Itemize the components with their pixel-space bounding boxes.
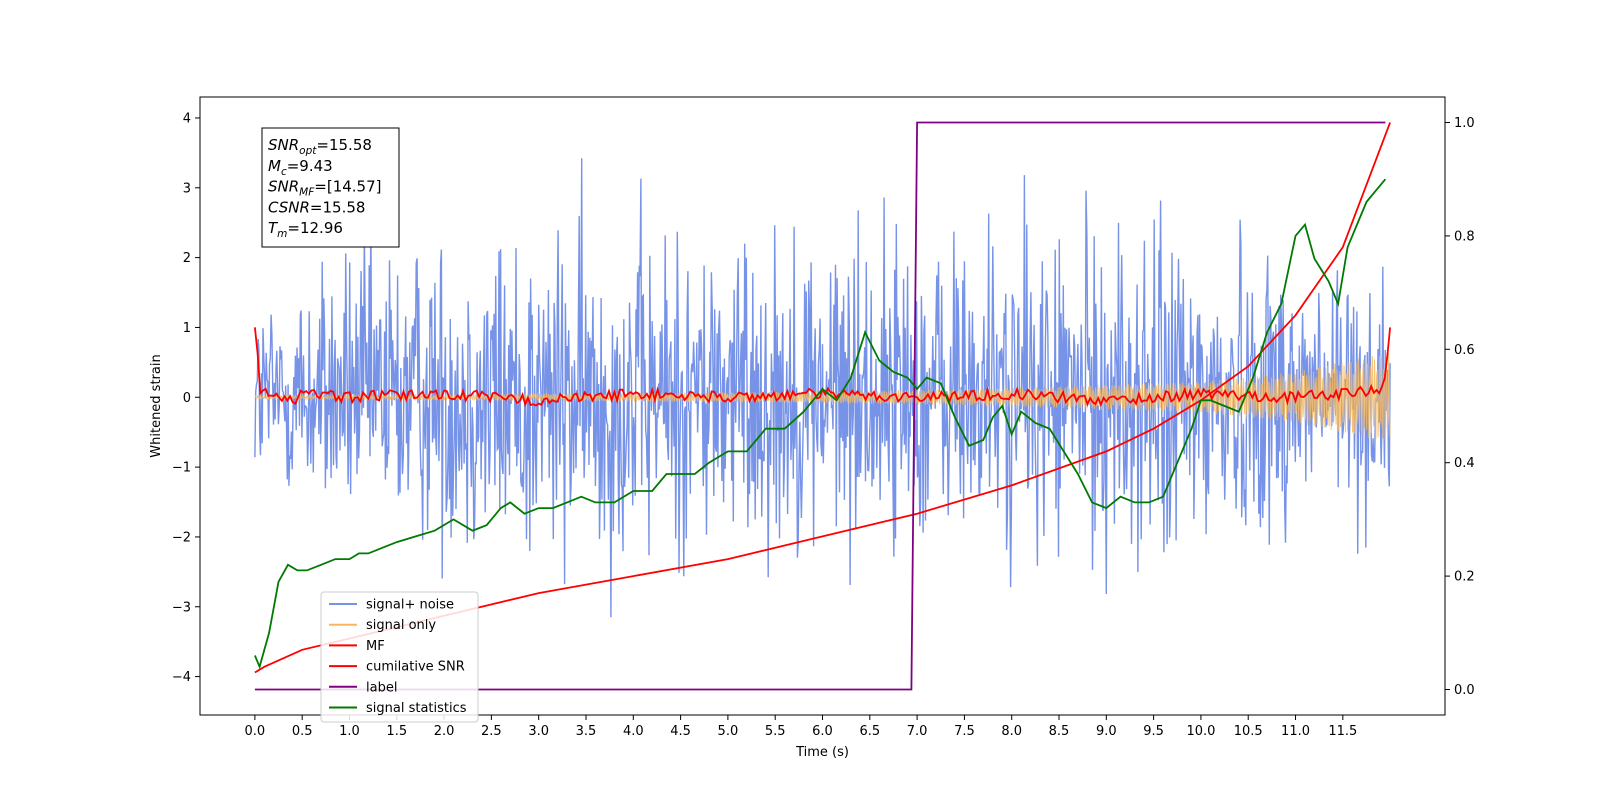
- legend-frame: [320, 591, 479, 723]
- y2-tick-label: 0.6: [1454, 343, 1475, 358]
- x-tick-label: 9.5: [1143, 724, 1164, 739]
- x-tick-label: 8.0: [1001, 724, 1022, 739]
- y2-tick-label: 0.8: [1454, 229, 1475, 244]
- y-tick-label: −2: [172, 530, 191, 545]
- annotation-line: SNRopt=15.58: [268, 136, 372, 157]
- annotation-value: =15.58: [310, 198, 366, 216]
- annotation-symbol: CSNR: [268, 198, 310, 216]
- x-tick-label: 7.0: [907, 724, 928, 739]
- x-tick-label: 1.5: [386, 724, 407, 739]
- x-tick-label: 3.0: [528, 724, 549, 739]
- x-tick-label: 4.0: [623, 724, 644, 739]
- annotation-line: CSNR=15.58: [268, 198, 365, 216]
- x-tick-label: 3.5: [576, 724, 597, 739]
- y-tick-label: 0: [183, 391, 191, 406]
- legend-label: signal+ noise: [366, 598, 454, 613]
- annotation-value: =15.58: [316, 136, 372, 154]
- y-tick-label: 3: [183, 181, 191, 196]
- x-tick-label: 10.0: [1186, 724, 1215, 739]
- x-tick-label: 9.0: [1096, 724, 1117, 739]
- y-axis-label: Whitened strain: [149, 354, 164, 457]
- series-label-line: [254, 121, 1386, 691]
- annotation-subscript: MF: [299, 187, 315, 199]
- y-tick-label: 2: [183, 251, 191, 266]
- annotation-symbol: T: [268, 219, 279, 237]
- x-tick-label: 6.0: [812, 724, 833, 739]
- y-tick-label: 4: [183, 111, 191, 126]
- x-tick-label: 4.5: [670, 724, 691, 739]
- x-tick-label: 5.0: [718, 724, 739, 739]
- legend-label: signal only: [366, 618, 436, 633]
- annotation-value: =9.43: [287, 157, 333, 175]
- annotation-subscript: opt: [299, 145, 317, 157]
- annotation-symbol: M: [268, 157, 281, 175]
- annotation-line: SNRMF=[14.57]: [268, 178, 382, 199]
- annotation-subscript: m: [277, 228, 287, 240]
- series-signal-noise-line: [254, 158, 1391, 618]
- legend-label: MF: [366, 639, 385, 654]
- x-tick-label: 8.5: [1049, 724, 1070, 739]
- legend-label: signal statistics: [366, 701, 467, 716]
- y-tick-label: 1: [183, 321, 191, 336]
- annotation-line: Tm=12.96: [268, 219, 343, 240]
- annotation-symbol: SNR: [268, 178, 299, 196]
- x-tick-label: 5.5: [765, 724, 786, 739]
- annotation-line: Mc=9.43: [268, 157, 333, 178]
- x-tick-label: 0.0: [245, 724, 266, 739]
- annotation-symbol: SNR: [268, 136, 299, 154]
- annotation-value: =12.96: [287, 219, 343, 237]
- x-tick-label: 11.5: [1328, 724, 1357, 739]
- y2-tick-label: 1.0: [1454, 116, 1475, 131]
- axes: 0.0 0.5 1.0 1.5 2.0 2.5 3.0 3.5 4.0 4.5 5.0 5.5 6.0 6…: [172, 96, 1475, 739]
- y-tick-label: −3: [172, 600, 191, 615]
- stats-annotation-box: SNRopt=15.58Mc=9.43SNRMF=[14.57]CSNR=15.…: [261, 127, 400, 248]
- y2-tick-label: 0.2: [1454, 570, 1475, 585]
- x-tick-label: 2.5: [481, 724, 502, 739]
- x-tick-label: 6.5: [859, 724, 880, 739]
- x-tick-label: 11.0: [1281, 724, 1310, 739]
- y-tick-label: −4: [172, 670, 191, 685]
- legend-label: cumilative SNR: [366, 660, 465, 675]
- x-tick-label: 10.5: [1234, 724, 1263, 739]
- y2-tick-label: 0.0: [1454, 683, 1475, 698]
- x-tick-label: 1.0: [339, 724, 360, 739]
- x-tick-label: 2.0: [434, 724, 455, 739]
- legend-label: label: [366, 680, 397, 695]
- legend: signal+ noise signal only MF cumilative SNR…: [320, 591, 479, 723]
- annotation-subscript: c: [281, 166, 287, 178]
- annotation-box-frame: [261, 127, 400, 248]
- x-tick-label: 7.5: [954, 724, 975, 739]
- series-signal-only-line: [254, 352, 1391, 441]
- y2-tick-label: 0.4: [1454, 456, 1475, 471]
- y-tick-label: −1: [172, 461, 191, 476]
- x-tick-label: 0.5: [292, 724, 313, 739]
- series-signal-statistics-line: [254, 178, 1387, 670]
- x-axis-label: Time (s): [795, 745, 849, 760]
- annotation-value: =[14.57]: [314, 178, 381, 196]
